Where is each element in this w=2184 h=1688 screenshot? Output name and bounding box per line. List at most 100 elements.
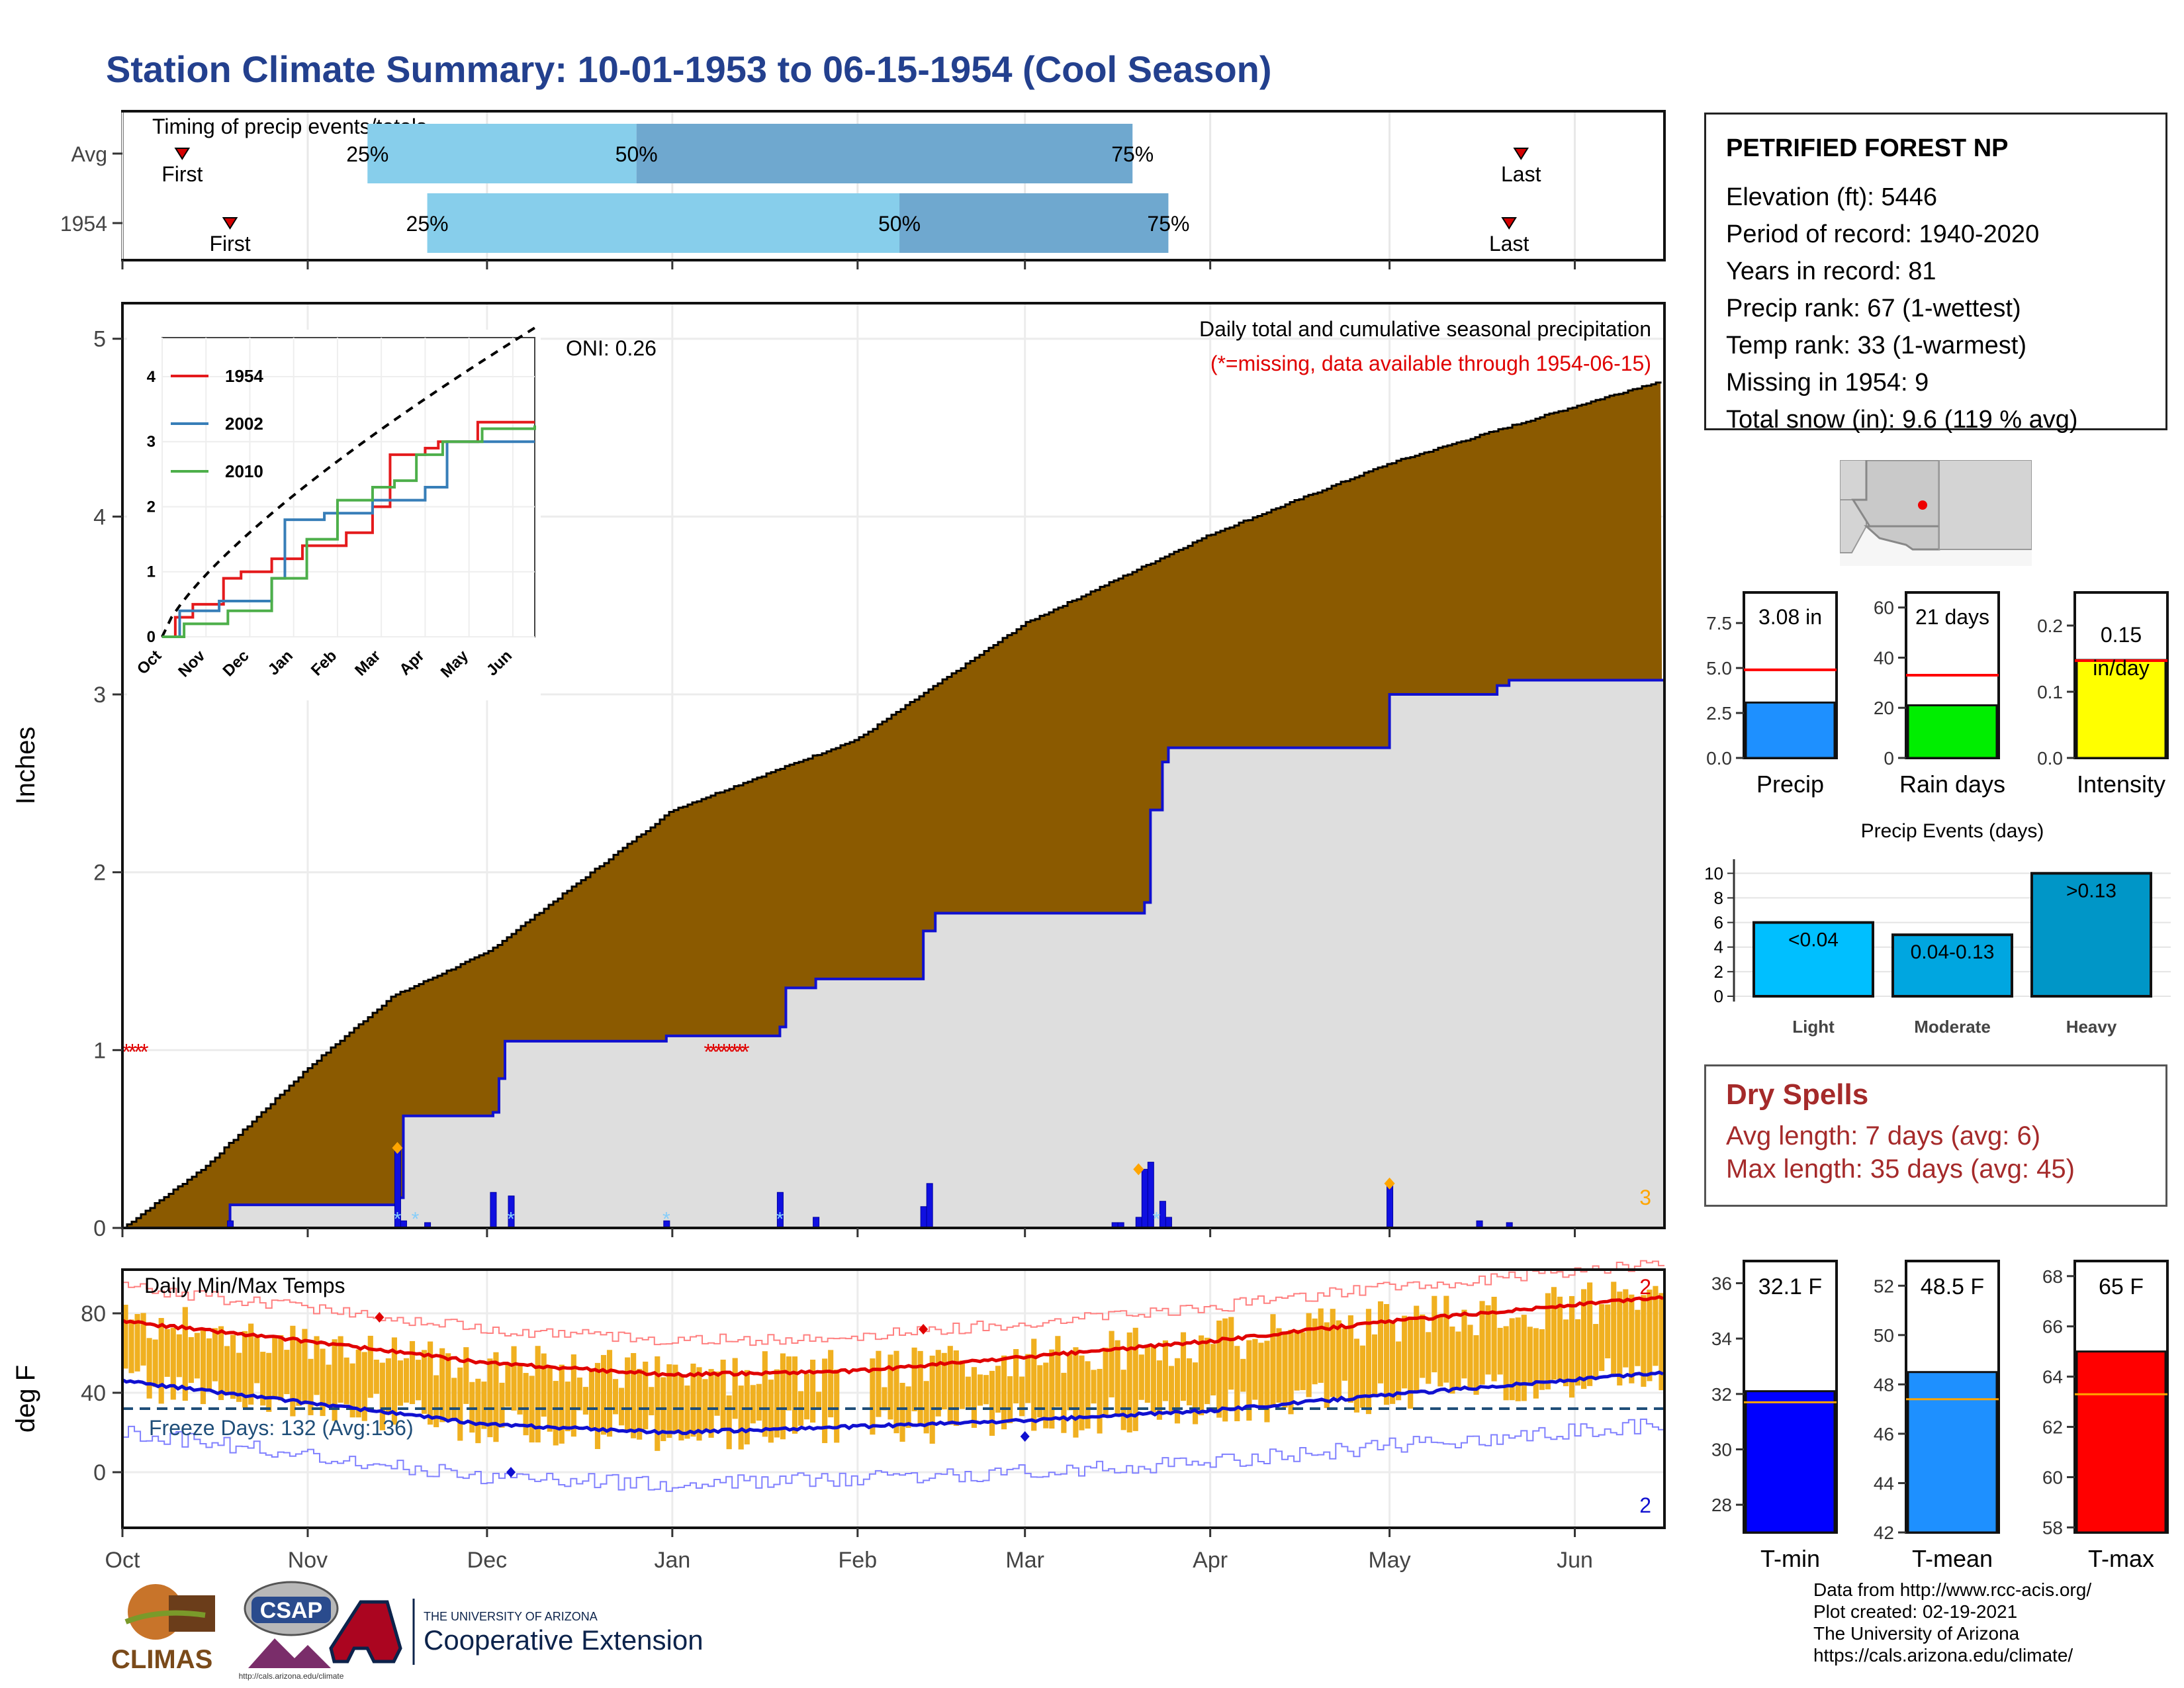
daily-temp-bar (1473, 1335, 1479, 1395)
daily-temp-bar (887, 1354, 893, 1420)
daily-temp-bar (1461, 1309, 1467, 1379)
daily-temp-bar (260, 1352, 266, 1406)
daily-temp-bar (272, 1338, 278, 1397)
daily-temp-bar (882, 1387, 887, 1411)
daily-temp-bar (146, 1338, 152, 1399)
daily-temp-bar (1324, 1322, 1330, 1409)
cumulative-1954-line (122, 679, 1664, 1229)
gauge-value-text: 65 F (2099, 1274, 2144, 1299)
daily-temp-bar (1019, 1376, 1025, 1417)
daily-temp-bar (1055, 1336, 1061, 1407)
csap-mountain-icon (248, 1638, 331, 1668)
snow-marker: * (776, 1209, 784, 1231)
daily-temp-bar (965, 1376, 971, 1407)
daily-temp-bar (1264, 1340, 1270, 1423)
daily-temp-bar (1115, 1340, 1120, 1417)
daily-temp-bar (493, 1352, 499, 1442)
daily-temp-bar (619, 1387, 625, 1426)
daily-temp-bar (254, 1337, 260, 1383)
month-label: Feb (839, 1548, 878, 1573)
logos: CLIMAS CSAP http://cals.arizona.edu/clim… (111, 1581, 704, 1681)
daily-temp-bar (1581, 1289, 1587, 1389)
gauge-ytick-label: 0.1 (2037, 682, 2063, 702)
daily-temp-bar (911, 1347, 917, 1411)
daily-temp-bar (1097, 1368, 1103, 1434)
daily-temp-bar (1091, 1370, 1097, 1404)
daily-temp-bar (726, 1395, 732, 1450)
ua-logo[interactable]: THE UNIVERSITY OF ARIZONA Cooperative Ex… (329, 1599, 704, 1665)
timing-bar-50-75 (899, 193, 1169, 253)
gauge-label: T-mean (1912, 1545, 1993, 1572)
timing-p25-label: 25% (346, 142, 388, 166)
daily-temp-bar (570, 1354, 576, 1437)
month-label: Jun (1557, 1548, 1593, 1573)
daily-temp-bar (1371, 1334, 1378, 1397)
daily-temp-bar (422, 1350, 428, 1414)
daily-temp-bar (547, 1368, 553, 1432)
timing-p75-label: 75% (1111, 142, 1154, 166)
gauge-ytick-label: 2.5 (1706, 703, 1732, 724)
daily-temp-bar (1103, 1347, 1109, 1418)
daily-temp-bar (1539, 1329, 1545, 1390)
daily-temp-bar (1258, 1342, 1264, 1408)
temp-panel: 0 40 80 deg F Daily Min/Max Temps Freeze Days… (11, 1260, 1666, 1529)
temp-max-count: 2 (1639, 1275, 1651, 1299)
daily-temp-bar (140, 1313, 146, 1366)
daily-precip-bar (920, 1206, 927, 1229)
gauge-ytick-label: 28 (1711, 1495, 1732, 1515)
precip-ytick-label: 1 (93, 1038, 106, 1063)
daily-precip-bar (813, 1217, 820, 1229)
info-line: Temp rank: 33 (1-warmest) (1726, 332, 2027, 359)
daily-temp-bar (152, 1339, 158, 1387)
climas-logo[interactable]: CLIMAS (111, 1584, 215, 1674)
daily-temp-bar (1240, 1358, 1246, 1392)
events-bar (1891, 933, 2013, 998)
daily-temp-bar (1061, 1372, 1067, 1433)
gauge-bar (1907, 704, 1998, 759)
daily-temp-bar (541, 1353, 547, 1417)
daily-temp-bar (1402, 1315, 1408, 1389)
daily-temp-bar (1545, 1293, 1551, 1389)
info-line: Missing in 1954: 9 (1726, 369, 1929, 397)
map-state-nv (1840, 460, 1867, 500)
missing-marker: * (714, 1039, 723, 1064)
timing-bar-25-50 (427, 193, 900, 253)
daily-temp-bar (1574, 1319, 1581, 1386)
timing-first-marker (174, 148, 191, 160)
daily-temp-bar (1109, 1331, 1115, 1397)
events-category-label: Heavy (2066, 1017, 2117, 1037)
daily-temp-bar (947, 1346, 953, 1425)
inset-ytick-label: 2 (147, 498, 156, 516)
daily-temp-bar (128, 1319, 134, 1374)
daily-temp-bar (684, 1385, 690, 1439)
daily-precip-bar (1387, 1183, 1394, 1229)
daily-temp-bar (302, 1329, 308, 1405)
temp-record-marker (506, 1467, 516, 1477)
daily-temp-bar (708, 1369, 714, 1438)
events-ytick-label: 0 (1714, 986, 1723, 1006)
daily-temp-bar (1414, 1305, 1420, 1393)
daily-temp-bar (935, 1350, 941, 1417)
inset-ytick-label: 4 (147, 368, 156, 386)
daily-temp-bar (876, 1350, 882, 1417)
precip-ylabel: Inches (11, 727, 40, 805)
daily-temp-bar (631, 1353, 637, 1438)
precip-ytick-label: 2 (93, 861, 106, 886)
timing-p25-label: 25% (406, 212, 449, 236)
ua-a-icon (329, 1600, 402, 1664)
csap-logo[interactable]: CSAP http://cals.arizona.edu/climate (239, 1581, 344, 1681)
daily-temp-bar (361, 1352, 367, 1421)
timing-p75-label: 75% (1147, 212, 1189, 236)
daily-temp-bar (1653, 1286, 1659, 1366)
snow-marker: * (507, 1209, 515, 1231)
gauge-label: Rain days (1899, 771, 2005, 798)
daily-precip-bar (490, 1192, 497, 1229)
events-ytick-label: 8 (1714, 888, 1723, 908)
daily-temp-bar (1605, 1304, 1611, 1358)
gauge-ytick-label: 32 (1711, 1384, 1732, 1405)
gauge-ytick-label: 7.5 (1706, 613, 1732, 633)
daily-temp-bar (511, 1346, 517, 1411)
csap-wordmark: CSAP (260, 1598, 322, 1623)
cumulative-1954-area (122, 680, 1664, 1228)
